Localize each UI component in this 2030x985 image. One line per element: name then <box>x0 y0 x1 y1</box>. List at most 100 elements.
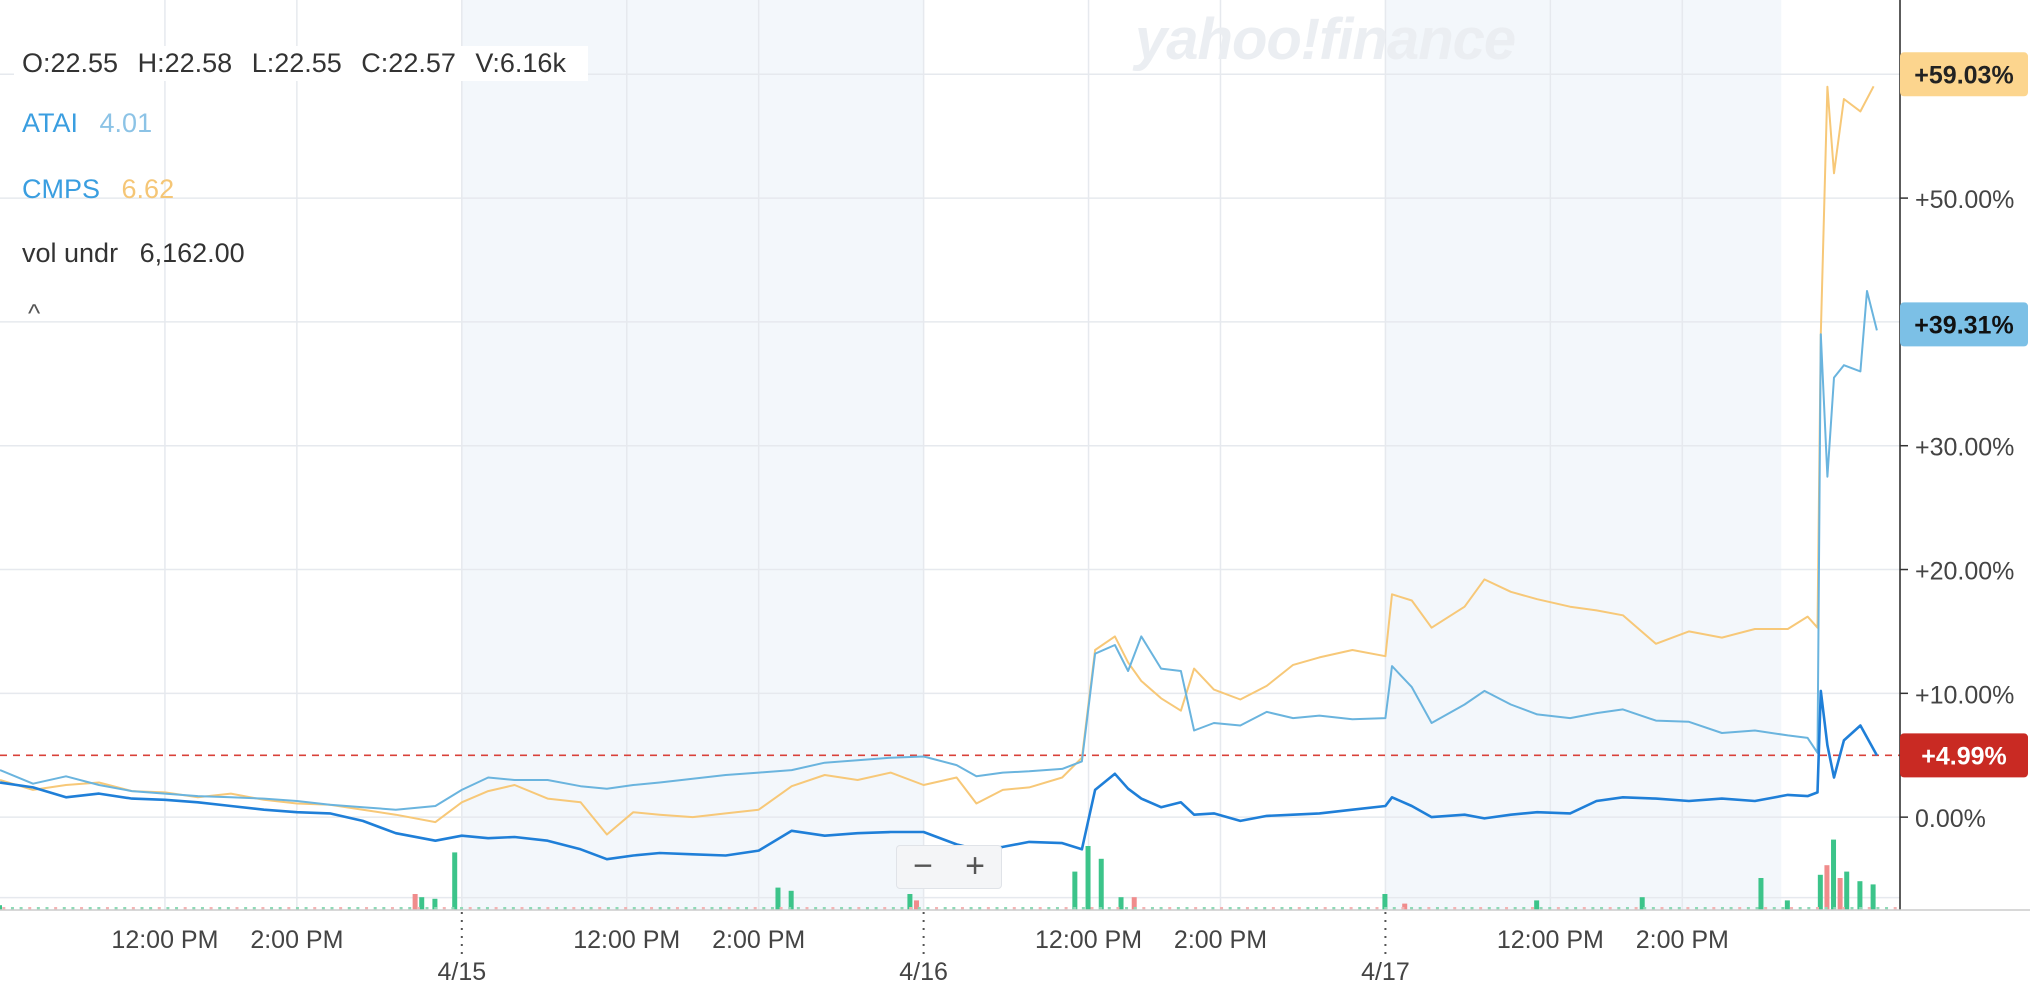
volume-bar-tick <box>684 907 688 910</box>
ohlc-close: C:22.57 <box>361 48 456 78</box>
badge-cmps-bg <box>1900 52 2028 97</box>
volume-bar-tick <box>701 907 705 910</box>
legend-item-cmps[interactable]: CMPS 6.62 <box>22 174 174 205</box>
volume-bar-tick <box>857 907 861 910</box>
volume-bar-tick <box>1470 907 1474 910</box>
badge-reference-bg <box>1900 733 2028 778</box>
volume-bar-tick <box>36 907 40 910</box>
series-line-vol-undr[interactable] <box>0 689 1879 861</box>
volume-bar-tick <box>494 907 498 910</box>
volume-bar-tick <box>114 907 118 910</box>
volume-bar-tick <box>183 907 187 910</box>
y-tick-label: +20.00% <box>1915 558 2014 586</box>
x-tick-label: 12:00 PM <box>1035 926 1142 954</box>
volume-bar-tick <box>1479 907 1483 910</box>
volume-bar-tick <box>788 907 792 910</box>
day-label: 4/16 <box>899 958 948 980</box>
volume-bar-tick <box>416 907 420 910</box>
volume-bar-tick <box>365 907 369 910</box>
volume-bar-tick <box>62 907 66 910</box>
volume-bar-up <box>1870 884 1876 910</box>
legend-item-atai[interactable]: ATAI 4.01 <box>22 108 152 139</box>
volume-bar-up <box>1857 881 1863 910</box>
series-line-cmps[interactable] <box>0 85 1875 836</box>
volume-bar-tick <box>356 907 360 910</box>
volume-bar-tick <box>598 907 602 910</box>
volume-bar-tick <box>1790 907 1794 910</box>
volume-bar-tick <box>667 907 671 910</box>
volume-bar-tick <box>883 907 887 910</box>
volume-bar-tick <box>1107 907 1111 910</box>
volume-bar-down <box>1824 865 1830 910</box>
volume-bar-tick <box>1064 907 1068 910</box>
volume-bar-tick <box>624 907 628 910</box>
volume-bar-tick <box>1815 907 1819 910</box>
volume-bar-tick <box>753 907 757 910</box>
volume-bar-tick <box>546 907 550 910</box>
x-tick-label: 12:00 PM <box>573 926 680 954</box>
volume-bar-tick <box>710 907 714 910</box>
volume-bar-tick <box>1418 907 1422 910</box>
volume-bar-tick <box>935 907 939 910</box>
volume-bar-tick <box>995 907 999 910</box>
y-tick-label: +50.00% <box>1915 186 2014 214</box>
day-label: 4/17 <box>1361 958 1410 980</box>
volume-bar-tick <box>572 907 576 910</box>
volume-bar-tick <box>1220 907 1224 910</box>
volume-bar-down <box>1837 878 1843 910</box>
volume-bar-tick <box>606 907 610 910</box>
volume-bar-tick <box>166 907 170 910</box>
legend-value-cmps: 6.62 <box>121 174 175 204</box>
badge-cmps: +59.03% <box>1914 61 2013 89</box>
volume-bar-tick <box>796 907 800 910</box>
volume-bar-tick <box>1893 907 1897 910</box>
volume-bar-tick <box>1090 907 1094 910</box>
zoom-in-button[interactable]: + <box>965 847 985 885</box>
volume-bar-tick <box>891 907 895 910</box>
volume-bar-tick <box>1824 907 1828 910</box>
volume-bar-tick <box>1859 907 1863 910</box>
volume-bar-up <box>1831 839 1837 910</box>
volume-bar-tick <box>615 907 619 910</box>
volume-bar-tick <box>252 907 256 910</box>
volume-bar-tick <box>45 907 49 910</box>
legend-item-vol-undr[interactable]: vol undr 6,162.00 <box>22 238 245 269</box>
volume-bar-up <box>1118 897 1124 910</box>
legend-symbol-cmps[interactable]: CMPS <box>22 174 101 204</box>
volume-bar-tick <box>1366 907 1370 910</box>
volume-bar-tick <box>10 907 14 910</box>
volume-bar-up <box>1382 894 1388 910</box>
volume-bar-tick <box>1746 907 1750 910</box>
volume-bar-tick <box>762 907 766 910</box>
volume-bar-tick <box>373 907 377 910</box>
zoom-out-button[interactable]: − <box>913 847 933 885</box>
volume-bar-tick <box>1159 907 1163 910</box>
volume-bar-tick <box>1781 907 1785 910</box>
volume-bar-down <box>1131 897 1137 910</box>
volume-bar-tick <box>632 907 636 910</box>
legend-value-atai: 4.01 <box>99 108 153 138</box>
collapse-legend-icon[interactable]: ^ <box>28 298 41 328</box>
volume-bar-tick <box>1548 907 1552 910</box>
volume-bar-tick <box>1625 907 1629 910</box>
volume-bar-tick <box>1677 907 1681 910</box>
volume-bar-tick <box>943 907 947 910</box>
volume-bar-up <box>907 894 913 910</box>
badge-atai-bg <box>1900 302 2028 347</box>
volume-bar-down <box>412 894 418 910</box>
legend-symbol-atai[interactable]: ATAI <box>22 108 79 138</box>
volume-bar-tick <box>123 907 127 910</box>
volume-bar-tick <box>770 907 774 910</box>
volume-bar-tick <box>278 907 282 910</box>
ohlc-low: L:22.55 <box>251 48 342 78</box>
volume-bar-tick <box>589 907 593 910</box>
volume-bar-tick <box>986 907 990 910</box>
volume-bar-tick <box>1332 907 1336 910</box>
volume-bar-tick <box>520 907 524 910</box>
volume-bar-tick <box>295 907 299 910</box>
volume-bar-tick <box>1202 907 1206 910</box>
series-line-atai[interactable] <box>0 290 1878 811</box>
indicator-label[interactable]: vol undr <box>22 238 119 268</box>
